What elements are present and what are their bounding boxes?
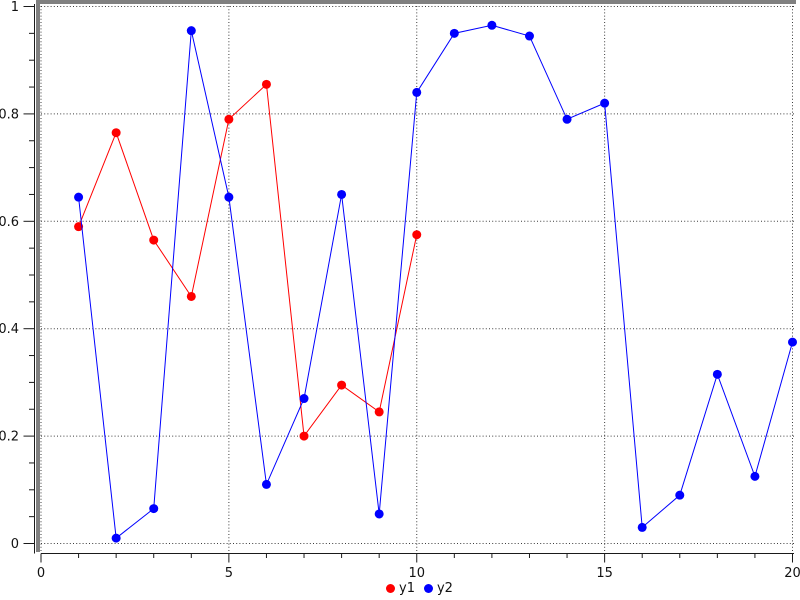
x-tick-label: 5 xyxy=(225,566,233,581)
data-point-y1 xyxy=(299,431,309,441)
data-point-y2 xyxy=(374,509,384,519)
data-point-y2 xyxy=(224,192,234,202)
data-point-y1 xyxy=(374,407,384,417)
data-point-y1 xyxy=(261,79,271,89)
data-point-y2 xyxy=(412,87,422,97)
data-point-y2 xyxy=(74,192,84,202)
x-tick-label: 15 xyxy=(596,566,613,581)
y-tick-label: 0 xyxy=(11,537,19,552)
data-point-y2 xyxy=(186,26,196,36)
x-tick-label: 20 xyxy=(784,566,800,581)
legend: y1 y2 xyxy=(386,581,453,596)
series-y2-line xyxy=(78,24,793,540)
legend-label-y2: y2 xyxy=(436,581,453,596)
legend-item-y1: y1 xyxy=(386,581,415,596)
data-point-y1 xyxy=(74,222,84,232)
y-tick-label: 0.2 xyxy=(0,430,19,445)
legend-marker-y1-icon xyxy=(386,584,395,593)
data-point-y2 xyxy=(299,394,309,404)
data-point-y1 xyxy=(412,230,422,240)
data-point-y1 xyxy=(337,380,347,390)
data-point-y2 xyxy=(562,114,572,124)
data-point-y2 xyxy=(788,337,797,347)
legend-item-y2: y2 xyxy=(423,581,453,596)
series-y1 xyxy=(74,79,422,441)
data-point-y1 xyxy=(111,128,121,138)
axes xyxy=(23,4,794,563)
series-y2 xyxy=(74,20,797,543)
data-point-y2 xyxy=(449,28,459,38)
legend-label-y1: y1 xyxy=(399,581,415,596)
gridlines xyxy=(40,6,794,552)
data-point-y2 xyxy=(712,369,722,379)
y-tick-label: 0.4 xyxy=(0,322,19,337)
data-point-y2 xyxy=(524,31,534,41)
data-point-y1 xyxy=(186,291,196,301)
x-tick-label: 10 xyxy=(408,566,425,581)
frame-top xyxy=(36,0,796,4)
axis-tick-labels: 0 5 10 15 20 0 0.2 0.4 0.6 0.8 1 xyxy=(0,0,800,581)
y-tick-label: 1 xyxy=(11,0,19,15)
data-point-y2 xyxy=(337,189,347,199)
data-point-y2 xyxy=(600,98,610,108)
data-point-y2 xyxy=(261,479,271,489)
frame-left xyxy=(36,0,40,552)
x-tick-label: 0 xyxy=(37,566,45,581)
y-tick-label: 0.6 xyxy=(0,215,19,230)
y-tick-label: 0.8 xyxy=(0,107,19,122)
series-y1-line xyxy=(78,83,418,438)
plot-frame xyxy=(36,0,796,552)
legend-marker-y2-icon xyxy=(423,584,433,593)
data-point-y2 xyxy=(750,471,760,481)
data-point-y2 xyxy=(149,504,159,514)
data-point-y2 xyxy=(111,533,121,543)
data-point-y2 xyxy=(675,490,685,500)
data-point-y2 xyxy=(487,20,497,30)
data-point-y1 xyxy=(149,235,159,245)
data-point-y2 xyxy=(637,522,647,532)
data-point-y1 xyxy=(224,114,234,124)
